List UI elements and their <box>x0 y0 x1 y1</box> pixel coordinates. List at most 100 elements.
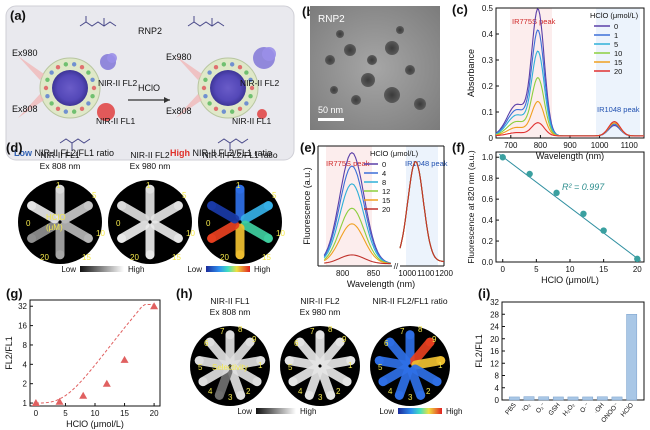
tube-label-h: 5 <box>378 363 383 372</box>
shell-dot <box>63 109 69 114</box>
ir1048-peak-band <box>596 8 640 138</box>
tube-label-h: 3 <box>228 393 233 402</box>
tube-label-h: 8 <box>328 325 333 334</box>
tube-label-h: 4 <box>208 387 213 396</box>
center-unit: (μM) <box>46 223 63 232</box>
bar-3 <box>552 396 564 401</box>
bar-4 <box>567 396 579 401</box>
tube-label-h: 7 <box>220 327 225 336</box>
molecule-sketches <box>59 16 249 151</box>
x-tick-label: 1100 <box>621 141 639 150</box>
nanoparticle-dot <box>384 87 400 103</box>
y-axis-label: Fluorescence (a.u.) <box>302 167 312 245</box>
tube-tip <box>378 377 388 387</box>
tube-label: 5 <box>272 191 277 200</box>
center-selectivity: Selectivity <box>212 363 248 372</box>
y-tick-label: 16 <box>490 347 499 356</box>
shell-dot <box>229 62 235 67</box>
panel-g-label: (g) <box>6 286 23 301</box>
bar-0 <box>508 396 520 401</box>
tube-tip <box>83 201 93 211</box>
plot-frame-i <box>501 301 645 401</box>
y-tick-label: 8 <box>495 372 500 381</box>
shell-dot <box>201 85 207 91</box>
tube-label-h: 6 <box>384 339 389 348</box>
shell-dot <box>213 106 219 111</box>
series-line-15 <box>323 223 391 265</box>
fl1-label-left: NIR-II FL1 <box>96 116 135 126</box>
panel-i: (i) 0 4 8 12 16 20 24 28 32 FL2/FL1 PBS ¹O₂ O₂⁻ GSH H₂… <box>474 286 645 424</box>
right-nanoparticle <box>197 57 259 119</box>
x-tick-label-i: ¹O₂ <box>521 401 533 413</box>
tube-tip <box>207 201 217 211</box>
x-tick-label: 1000 <box>398 269 416 278</box>
tube-tip <box>225 330 235 340</box>
tube-tip <box>173 201 183 211</box>
shell-dot <box>229 109 235 114</box>
colorbar-high: High <box>128 265 144 274</box>
shell-dot <box>55 106 61 111</box>
ir775s-peak-label-e: IR775S peak <box>326 159 370 168</box>
y-axis-label: Absorbance <box>466 49 476 97</box>
series-line-12 <box>323 207 391 264</box>
panel-a-background <box>5 5 295 161</box>
shell-dot <box>207 70 212 75</box>
y-tick-label: 1 <box>23 399 28 408</box>
colorbar-low-ratio-h: Low <box>379 407 394 416</box>
legend-entry-1: 1 <box>614 31 618 40</box>
legend-entry-e-20: 20 <box>382 205 390 214</box>
left-nanoparticle <box>39 57 101 119</box>
ex808-beam-right <box>176 94 202 118</box>
jet-colorbar-h <box>398 408 442 414</box>
nanoparticle-dot <box>367 55 377 65</box>
x-tick-label: 900 <box>563 141 577 150</box>
tem-title: RNP2 <box>318 14 345 25</box>
nanoparticle-dot <box>325 55 335 65</box>
tube-label-h: 9 <box>342 335 347 344</box>
tube-label: 20 <box>40 253 49 262</box>
ir1048-peak-label-e: IR1048 peak <box>405 159 448 168</box>
y-tick-label: 8 <box>23 341 28 350</box>
tube-label: 20 <box>130 253 139 262</box>
panel-i-label: (i) <box>478 286 490 301</box>
colorbar-high-ratio-h: High <box>446 407 462 416</box>
y-tick-label: 0.2 <box>482 237 494 246</box>
legend-entry-e-15: 15 <box>382 196 390 205</box>
fl2-emission-right <box>253 47 276 69</box>
x-axis-label-g: HClO (μmol/L) <box>66 419 124 429</box>
x-tick-label: 700 <box>504 141 518 150</box>
image-title-2: NIR-II FL2/FL1 ratio <box>202 150 277 160</box>
data-point <box>553 189 560 197</box>
tube-tip <box>385 337 395 347</box>
plot-frame-g <box>29 299 161 407</box>
tube-tip <box>263 201 273 211</box>
tube-tip <box>263 233 273 243</box>
tube-label-h: 3 <box>408 393 413 402</box>
x-tick-label-i: O₂⁻ <box>535 401 548 414</box>
tube-tip <box>405 330 415 340</box>
shell-dot <box>248 77 253 82</box>
panel-c-label: (c) <box>452 2 468 17</box>
y-tick-label: 0.5 <box>482 4 494 13</box>
ex808-label-left: Ex808 <box>12 104 38 114</box>
fl2-emission-left <box>100 53 117 70</box>
y-tick-label: 28 <box>490 310 499 319</box>
tube-tip <box>117 233 127 243</box>
x-tick-label-i: H₂O₂ <box>562 401 577 417</box>
shell-dot <box>203 94 208 99</box>
ir1048-peak-label: IR1048 peak <box>597 105 640 114</box>
panel-d-label: (d) <box>6 140 23 155</box>
tube-label-h: 7 <box>400 327 405 336</box>
tube-tip <box>288 377 298 387</box>
shell-dot <box>249 85 255 91</box>
tube-tip <box>145 184 155 194</box>
jet-colorbar <box>206 266 250 272</box>
image-title-1: Ex 980 nm <box>130 161 171 171</box>
panel-f-label: (f) <box>452 140 465 155</box>
fl2-label-right: NIR-II FL2 <box>240 78 279 88</box>
x-tick-label: 1200 <box>435 269 453 278</box>
